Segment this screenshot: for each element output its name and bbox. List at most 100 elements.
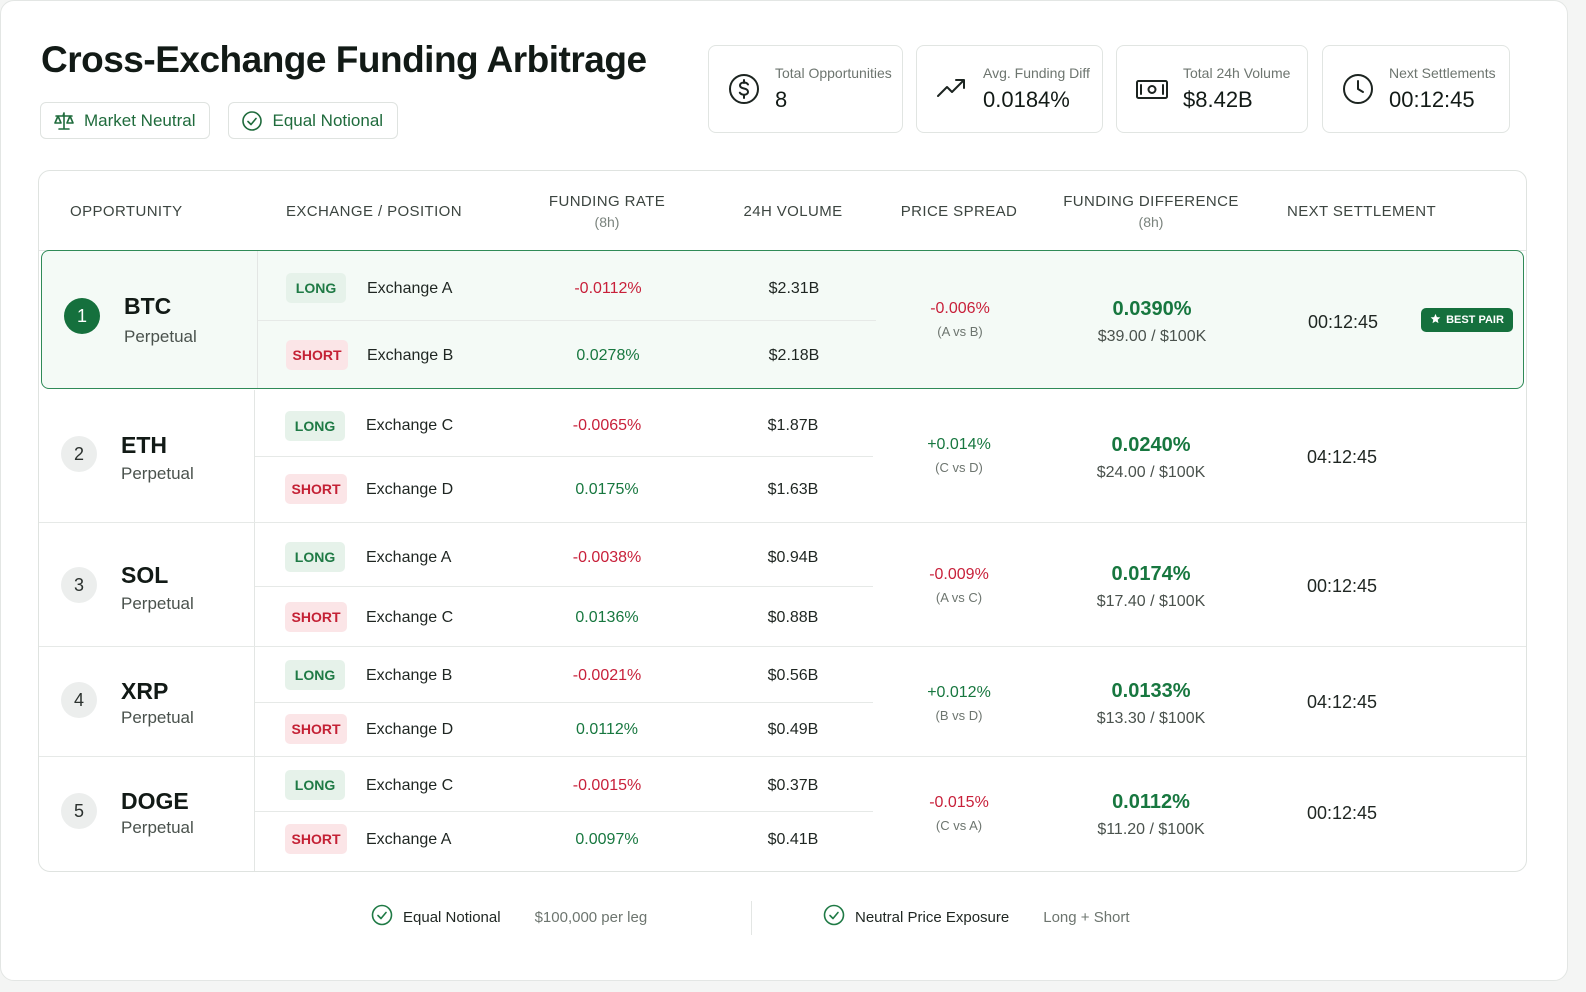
footer-title: Neutral Price Exposure [855,908,1010,926]
table-row[interactable]: 1 BTC Perpetual LONG Exchange A -0.0112%… [41,250,1524,389]
stat-value: $8.42B [1183,87,1253,112]
settlement-countdown: 00:12:45 [1307,312,1379,332]
table-row[interactable]: 4 XRP Perpetual LONG Exchange B -0.0021%… [39,647,1526,757]
stat-value: 00:12:45 [1389,87,1475,112]
short-volume: $0.88B [767,609,819,626]
long-funding-rate: -0.0038% [572,549,642,566]
short-tag: SHORT [285,714,347,744]
check-circle-icon [241,110,263,132]
long-exchange: Exchange B [366,667,453,684]
col-opportunity: OPPORTUNITY [70,202,183,220]
spread-value: -0.009% [929,566,989,583]
footer-detail: $100,000 per leg [534,908,648,926]
profit-per-100k: $24.00 / $100K [1096,464,1206,481]
price-spread: +0.012% (B vs D) [891,684,1027,723]
spread-pair: (B vs D) [935,708,983,723]
stat-label: Next Settlements [1389,65,1496,81]
short-funding-rate: 0.0097% [575,831,639,848]
chip-market-neutral[interactable]: Market Neutral [40,102,211,139]
dollar-circle-icon [727,72,761,106]
stat-label: Total 24h Volume [1183,65,1291,81]
short-tag: SHORT [285,602,347,632]
long-tag: LONG [285,542,345,572]
contract-type: Perpetual [121,818,194,837]
long-funding-rate: -0.0015% [572,777,642,794]
long-volume: $0.94B [767,549,819,566]
col-exchange-position: EXCHANGE / POSITION [286,202,462,220]
rank-badge: 2 [61,436,97,472]
short-volume: $1.63B [767,481,819,498]
profit-per-100k: $11.20 / $100K [1097,821,1205,838]
col-volume: 24H VOLUME [743,202,843,220]
divider [751,901,752,935]
spread-value: +0.014% [927,436,991,453]
rank-badge: 4 [61,682,97,718]
profit-per-100k: $17.40 / $100K [1096,593,1206,610]
long-tag: LONG [286,273,346,303]
chip-label: Market Neutral [84,110,196,130]
short-tag: SHORT [285,474,347,504]
table-row[interactable]: 5 DOGE Perpetual LONG Exchange C -0.0015… [39,757,1526,871]
short-volume: $0.41B [767,831,819,848]
long-exchange: Exchange A [367,280,453,297]
funding-difference: 0.0390% $39.00 / $100K [1060,298,1244,346]
short-funding-rate: 0.0112% [576,721,638,738]
table-row[interactable]: 3 SOL Perpetual LONG Exchange A -0.0038%… [39,523,1526,647]
divider [258,320,876,321]
divider [255,586,873,587]
spread-pair: (C vs A) [935,818,983,833]
arbitrage-table: OPPORTUNITY EXCHANGE / POSITION FUNDING … [38,170,1527,872]
funding-difference: 0.0240% $24.00 / $100K [1059,434,1243,482]
banknote-icon [1135,72,1169,106]
settlement-countdown: 00:12:45 [1306,576,1378,596]
divider [254,647,255,756]
divider [254,757,255,871]
divider [257,251,258,388]
funding-difference: 0.0133% $13.30 / $100K [1059,680,1243,728]
long-exchange: Exchange C [366,777,454,794]
asset-symbol: DOGE [121,788,189,814]
price-spread: +0.014% (C vs D) [891,436,1027,475]
table-row[interactable]: 2 ETH Perpetual LONG Exchange C -0.0065%… [39,390,1526,523]
short-funding-rate: 0.0278% [576,347,640,364]
settlement-countdown: 00:12:45 [1306,803,1378,823]
spread-value: +0.012% [927,684,991,701]
page-title: Cross-Exchange Funding Arbitrage [41,39,647,80]
spread-pair: (A vs B) [937,324,983,339]
col-funding-rate: FUNDING RATE (8h) [548,192,666,230]
short-funding-rate: 0.0175% [575,481,639,498]
profit-per-100k: $13.30 / $100K [1096,710,1206,727]
dashboard-page: Cross-Exchange Funding Arbitrage Market … [0,0,1568,981]
spread-pair: (A vs C) [935,590,983,605]
long-volume: $2.31B [768,280,820,297]
short-exchange: Exchange C [366,609,454,626]
stat-label: Total Opportunities [775,65,892,81]
price-spread: -0.015% (C vs A) [891,794,1027,833]
funding-difference: 0.0174% $17.40 / $100K [1059,563,1243,611]
long-funding-rate: -0.0065% [572,417,642,434]
trend-up-icon [935,72,969,106]
check-circle-icon [371,904,393,931]
asset-symbol: BTC [124,293,172,319]
best-pair-badge: BEST PAIR [1421,308,1513,332]
funding-difference: 0.0112% $11.20 / $100K [1059,791,1243,839]
long-funding-rate: -0.0112% [574,280,642,297]
funding-diff-value: 0.0133% [1111,680,1191,702]
contract-type: Perpetual [121,594,194,613]
footer-equal-notional: Equal Notional $100,000 per leg [371,897,647,937]
footer-title: Equal Notional [403,908,501,926]
footer-summary: Equal Notional $100,000 per leg Neutral … [1,897,1567,937]
table-header: OPPORTUNITY EXCHANGE / POSITION FUNDING … [39,171,1526,251]
funding-diff-value: 0.0174% [1111,563,1191,585]
rank-badge: 5 [61,793,97,829]
long-tag: LONG [285,770,345,800]
check-circle-icon [823,904,845,931]
settlement-countdown: 04:12:45 [1306,447,1378,467]
short-exchange: Exchange B [367,347,454,364]
rank-badge: 3 [61,567,97,603]
contract-type: Perpetual [121,464,194,483]
spread-pair: (C vs D) [935,460,983,475]
long-tag: LONG [285,411,345,441]
chip-equal-notional[interactable]: Equal Notional [228,102,399,139]
strategy-chips: Market Neutral Equal Notional [40,102,399,139]
